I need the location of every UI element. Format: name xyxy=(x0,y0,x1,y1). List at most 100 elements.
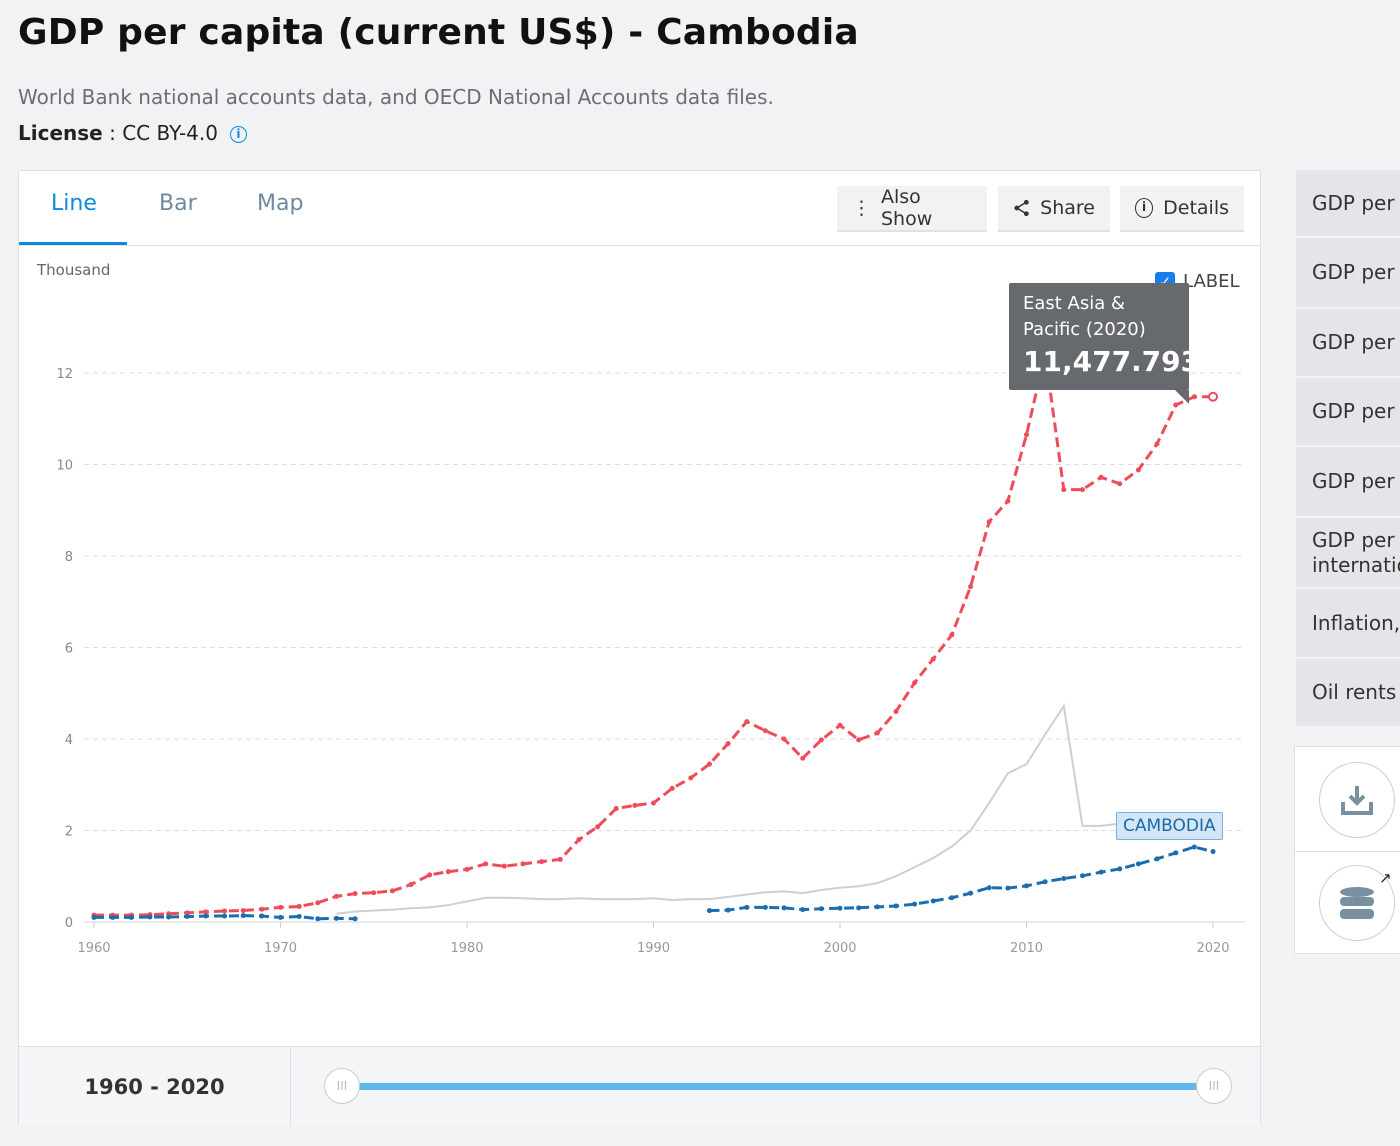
range-track[interactable] xyxy=(359,1083,1199,1090)
east-asia-pacific-point xyxy=(464,866,470,872)
east-asia-pacific-point xyxy=(352,891,358,897)
comparison-line xyxy=(336,703,1139,915)
east-asia-pacific-point xyxy=(1098,474,1104,480)
related-indicator-5[interactable]: GDP per c xyxy=(1296,447,1400,517)
cambodia-point xyxy=(781,905,787,911)
x-tick-label: 1990 xyxy=(637,941,670,956)
x-tick-label: 2010 xyxy=(1010,941,1043,956)
east-asia-pacific-point xyxy=(557,856,563,862)
license: License : CC BY-4.0 i xyxy=(18,121,247,145)
cambodia-point xyxy=(166,914,172,920)
tab-map[interactable]: Map xyxy=(257,191,304,216)
related-indicator-8[interactable]: Oil rents ( xyxy=(1296,659,1400,727)
divider xyxy=(1295,851,1400,852)
east-asia-pacific-point xyxy=(315,900,321,906)
east-asia-pacific-point xyxy=(874,730,880,736)
cambodia-point xyxy=(1024,883,1029,889)
east-asia-pacific-point xyxy=(1191,394,1197,400)
details-label: Details xyxy=(1163,197,1229,219)
cambodia-point xyxy=(818,906,824,912)
data-tools-panel: ↗ xyxy=(1294,746,1400,954)
tab-line[interactable]: Line xyxy=(51,191,97,216)
cambodia-point xyxy=(1098,869,1104,875)
cambodia-point xyxy=(1154,856,1160,862)
related-indicator-1[interactable]: GDP per c xyxy=(1296,170,1400,237)
cambodia-point xyxy=(1061,876,1067,882)
east-asia-pacific-point xyxy=(613,806,619,812)
cambodia-point xyxy=(1079,873,1085,879)
related-indicator-7[interactable]: Inflation, xyxy=(1296,589,1400,658)
cambodia-point xyxy=(1117,866,1123,872)
east-asia-pacific-point xyxy=(837,722,843,728)
tooltip-series-year: Pacific (2020) xyxy=(1023,319,1146,340)
east-asia-pacific-point xyxy=(762,728,768,734)
info-icon[interactable]: i xyxy=(229,126,247,143)
cambodia-point xyxy=(278,914,283,920)
related-indicator-2[interactable]: GDP per c xyxy=(1296,238,1400,308)
tooltip-value: 11,477.793 xyxy=(1023,345,1201,378)
east-asia-pacific-point xyxy=(184,910,190,916)
related-indicator-4[interactable]: GDP per c xyxy=(1296,378,1400,446)
cambodia-point xyxy=(986,885,992,891)
east-asia-pacific-point xyxy=(427,872,433,878)
share-button[interactable]: Share xyxy=(998,186,1110,232)
east-asia-pacific-point xyxy=(483,861,489,867)
cambodia-point xyxy=(706,908,712,914)
cambodia-point xyxy=(1005,885,1011,891)
tab-bar: Line Bar Map ⋮ Also Show Share i Details xyxy=(19,171,1260,246)
east-asia-pacific-point xyxy=(333,893,339,899)
x-tick-label: 2000 xyxy=(823,941,856,956)
active-tab-indicator xyxy=(19,242,127,245)
east-asia-pacific-point xyxy=(389,888,395,894)
cambodia-point xyxy=(184,914,190,920)
info-circle-icon: i xyxy=(1135,198,1154,218)
east-asia-pacific-point xyxy=(968,584,974,590)
y-tick-label: 8 xyxy=(65,550,73,565)
east-asia-pacific-point xyxy=(1154,441,1160,447)
line-chart: 0 2 4 6 8 10 12 1960 1970 1980 1990 2000 2010 2020 xyxy=(56,351,1245,956)
cambodia-point xyxy=(1210,849,1216,855)
label-toggle-text: LABEL xyxy=(1183,271,1240,292)
east-asia-pacific-point xyxy=(501,863,507,869)
cambodia-point xyxy=(744,904,750,910)
cambodia-point xyxy=(856,905,862,911)
cambodia-point xyxy=(296,914,302,920)
range-end-handle[interactable]: III xyxy=(1196,1068,1232,1104)
y-tick-label: 0 xyxy=(65,916,73,931)
east-asia-pacific-point xyxy=(930,656,936,662)
external-link-icon[interactable]: ↗ xyxy=(1379,869,1392,887)
details-button[interactable]: i Details xyxy=(1120,186,1244,232)
cambodia-series-label: CAMBODIA xyxy=(1116,812,1223,840)
east-asia-pacific-point xyxy=(278,904,283,910)
east-asia-pacific-point xyxy=(632,802,638,808)
related-indicator-3[interactable]: GDP per c xyxy=(1296,309,1400,377)
east-asia-pacific-point xyxy=(856,737,862,743)
cambodia-point xyxy=(352,916,358,922)
east-asia-pacific-point xyxy=(986,519,992,525)
databank-button[interactable] xyxy=(1319,865,1395,941)
x-tick-label: 1970 xyxy=(264,941,297,956)
also-show-button[interactable]: ⋮ Also Show xyxy=(837,186,987,232)
x-tick-label: 1980 xyxy=(450,941,483,956)
cambodia-point xyxy=(837,905,843,911)
east-asia-pacific-point xyxy=(1061,487,1067,493)
y-tick-label: 4 xyxy=(65,733,73,748)
y-axis-unit: Thousand xyxy=(37,261,111,279)
related-indicator-6[interactable]: GDP per c internatio xyxy=(1296,518,1400,588)
cambodia-point xyxy=(222,913,228,919)
cambodia-point xyxy=(203,913,209,919)
east-asia-pacific-point xyxy=(706,761,712,767)
tab-bar-chart[interactable]: Bar xyxy=(159,191,197,216)
range-start-handle[interactable]: III xyxy=(324,1068,360,1104)
source-text: World Bank national accounts data, and O… xyxy=(18,85,774,109)
cambodia-point xyxy=(800,907,806,913)
download-button[interactable] xyxy=(1319,762,1395,838)
east-asia-pacific-point xyxy=(520,861,526,867)
east-asia-pacific-point xyxy=(912,680,918,686)
east-asia-pacific-point xyxy=(1079,487,1085,493)
cambodia-line xyxy=(94,914,356,921)
east-asia-pacific-point xyxy=(1135,467,1141,473)
share-icon xyxy=(1014,199,1029,217)
cambodia-point xyxy=(1042,879,1048,885)
page-title: GDP per capita (current US$) - Cambodia xyxy=(18,12,859,53)
